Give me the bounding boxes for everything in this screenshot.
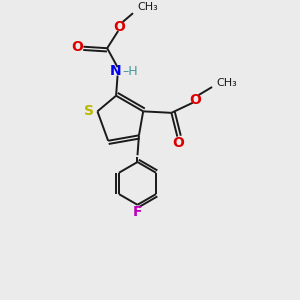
Text: –H: –H bbox=[122, 64, 138, 78]
Text: O: O bbox=[172, 136, 184, 150]
Text: O: O bbox=[114, 20, 126, 34]
Text: CH₃: CH₃ bbox=[137, 2, 158, 12]
Text: F: F bbox=[133, 205, 142, 219]
Text: S: S bbox=[84, 104, 94, 118]
Text: O: O bbox=[189, 93, 201, 107]
Text: CH₃: CH₃ bbox=[216, 78, 237, 88]
Text: O: O bbox=[71, 40, 83, 54]
Text: N: N bbox=[110, 64, 121, 78]
